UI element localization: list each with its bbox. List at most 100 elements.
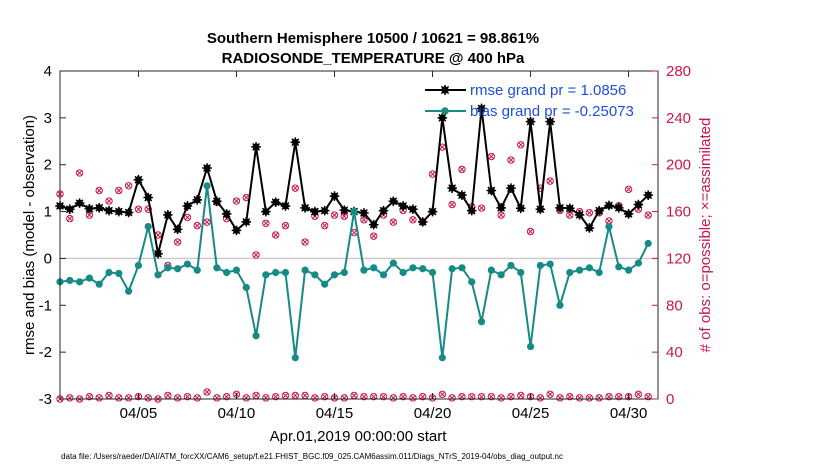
obs-possible-circle [134,205,143,213]
obs-low-point [595,394,603,402]
obs-assimilated-cross [351,229,358,236]
obs-possible-circle [340,394,348,402]
obs-assimilated-cross [76,169,83,176]
obs-possible-circle [409,394,417,402]
obs-low-point [448,394,456,402]
obs-assimilated-cross [488,393,495,400]
rmse-point-star [496,203,506,213]
bias-point [536,261,544,270]
obs-low-point [193,394,201,402]
obs-possible-circle [173,238,182,246]
obs-possible-circle [448,394,456,402]
rmse-point-star [408,204,418,215]
obs-assimilated-cross [66,394,73,401]
obs-possible-circle [66,214,74,223]
rmse-point-star [133,174,144,185]
rmse-point-star [241,217,252,227]
rmse-point [104,205,114,216]
rmse-point-star [555,203,565,213]
bias-point [379,271,388,279]
obs-possible-circle [370,232,378,240]
obs-low-point [615,392,623,401]
obs-assimilated-cross [488,153,495,160]
rmse-point [153,248,163,259]
obs-possible-circle [615,392,623,401]
obs-possible-circle [262,394,270,402]
rmse-point [163,210,173,220]
obs-assimilated-cross [106,198,112,204]
obs-assimilated-cross [292,392,299,399]
obs-assimilated-cross [125,182,132,189]
obs-point [370,232,378,240]
rmse-point [143,192,154,203]
bias-point [428,268,437,277]
obs-point [75,169,84,177]
rmse-point [525,116,536,127]
obs-assimilated-cross [390,219,397,226]
obs-point [252,251,260,259]
y-axis-label: rmse and bias (model - observation) [21,115,38,355]
obs-assimilated-cross [321,393,328,400]
obs-assimilated-cross [321,222,328,229]
rmse-point-star [368,219,379,230]
rmse-point [378,205,389,216]
obs-low-point [566,392,574,401]
rmse-point [427,206,438,217]
rmse-point-star [212,196,222,207]
obs-possible-circle [634,390,643,399]
obs-possible-circle [85,392,94,401]
bias-point [585,264,593,272]
bias-point [497,271,505,279]
obs-low-point [497,394,505,402]
obs-assimilated-cross [449,394,456,401]
obs-assimilated-cross [449,201,456,208]
obs-point [115,186,123,195]
obs-assimilated-cross [184,214,191,221]
rmse-point [290,137,301,148]
bias-point [546,260,554,268]
bias-point [193,266,201,274]
bias-point [389,259,397,267]
y2-tick-label: 160 [666,204,691,221]
obs-assimilated-cross [439,144,446,151]
obs-point [173,238,182,246]
rmse-point [74,198,85,208]
bias-point [468,278,476,286]
obs-low-point [585,394,594,402]
obs-assimilated-cross [145,394,152,401]
obs-assimilated-cross [635,391,642,398]
obs-assimilated-cross [360,393,367,400]
obs-possible-circle [330,211,339,219]
obs-point [330,211,339,219]
obs-low-point [340,394,348,402]
obs-low-point [222,392,231,401]
obs-low-point [477,392,486,401]
obs-assimilated-cross [96,394,103,401]
rmse-point-star [231,225,242,236]
obs-possible-circle [360,392,368,401]
y2-tick-label: 240 [666,110,691,127]
obs-assimilated-cross [272,232,279,238]
obs-assimilated-cross [557,394,563,401]
obs-assimilated-cross [390,394,397,401]
obs-possible-circle [320,392,329,401]
rmse-point-star [594,205,604,216]
obs-assimilated-cross [272,393,279,400]
obs-possible-circle [605,392,613,401]
y-tick-label: 3 [44,110,52,127]
rmse-point-star [437,113,448,123]
x-tick-label: 04/05 [120,405,158,422]
obs-assimilated-cross [537,394,544,401]
obs-assimilated-cross [341,213,348,220]
obs-possible-circle [487,392,496,401]
rmse-point-star [515,203,526,214]
obs-point [291,184,299,192]
rmse-point-star [643,190,653,200]
rmse-point-star [221,209,232,219]
obs-assimilated-cross [292,185,299,192]
rmse-point [643,190,653,200]
obs-possible-circle [468,392,476,401]
bias-point [281,268,290,277]
rmse-point [359,208,369,218]
y-tick-label: -3 [39,391,52,408]
